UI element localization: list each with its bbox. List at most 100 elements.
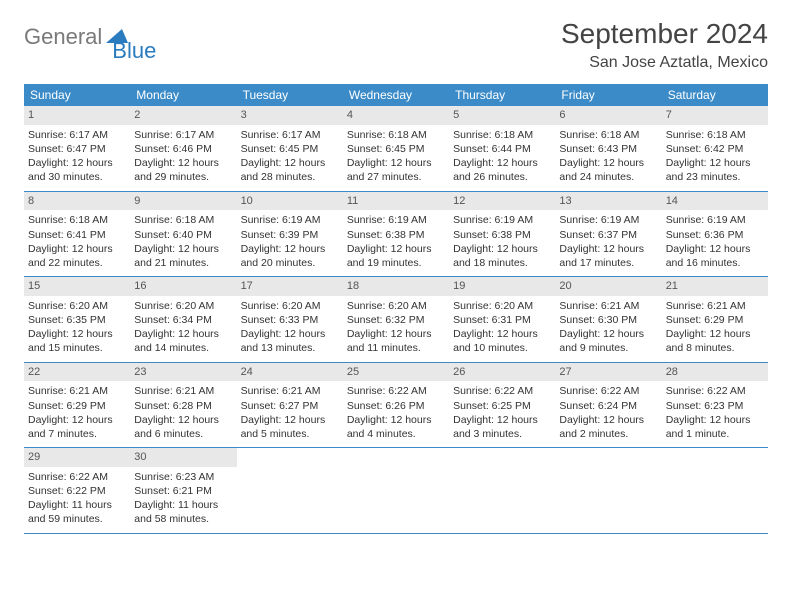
daylight-text: Daylight: 11 hours and 58 minutes. xyxy=(134,498,232,526)
day-cell: 27 Sunrise: 6:22 AMSunset: 6:24 PMDayligh… xyxy=(555,362,661,448)
daylight-text: Daylight: 12 hours and 19 minutes. xyxy=(347,242,445,270)
month-title: September 2024 xyxy=(561,18,768,50)
day-number: 17 xyxy=(237,277,343,296)
daylight-text: Daylight: 12 hours and 13 minutes. xyxy=(241,327,339,355)
sunset-text: Sunset: 6:47 PM xyxy=(28,142,126,156)
day-cell: 10Sunrise: 6:19 AMSunset: 6:39 PMDayligh… xyxy=(237,191,343,277)
sunset-text: Sunset: 6:41 PM xyxy=(28,228,126,242)
day-cell: 29Sunrise: 6:22 AMSunset: 6:22 PMDayligh… xyxy=(24,448,130,534)
week-row: 15 Sunrise: 6:20 AM Sunset: 6:35 PM Dayligh… xyxy=(24,277,768,363)
sunrise-text: Sunrise: 6:20 AM xyxy=(241,299,339,313)
sunset-text: Sunset: 6:29 PM xyxy=(28,399,126,413)
daylight-text: Daylight: 12 hours and 21 minutes. xyxy=(134,242,232,270)
day-number: 5 xyxy=(449,106,555,125)
day-cell: 14Sunrise: 6:19 AMSunset: 6:36 PMDayligh… xyxy=(662,191,768,277)
sunset-text: Sunset: 6:30 PM xyxy=(559,313,657,327)
header: General Blue September 2024 San Jose Azt… xyxy=(24,18,768,72)
day-number: 9 xyxy=(130,192,236,211)
week-row: 29Sunrise: 6:22 AMSunset: 6:22 PMDayligh… xyxy=(24,448,768,534)
sunrise-text: Sunrise: 6:22 AM xyxy=(559,384,657,398)
sunset-text: Sunset: 6:27 PM xyxy=(241,399,339,413)
week-row: 1Sunrise: 6:17 AMSunset: 6:47 PMDaylight… xyxy=(24,106,768,191)
daylight-text: Daylight: 12 hours and 3 minutes. xyxy=(453,413,551,441)
logo-text-general: General xyxy=(24,24,102,50)
day-number: 7 xyxy=(662,106,768,125)
day-number: 18 xyxy=(343,277,449,296)
day-cell: 4Sunrise: 6:18 AMSunset: 6:45 PMDaylight… xyxy=(343,106,449,191)
daylight-text: Daylight: 12 hours and 26 minutes. xyxy=(453,156,551,184)
daylight-text: Daylight: 12 hours and 11 minutes. xyxy=(347,327,445,355)
sunrise-text: Sunrise: 6:20 AM xyxy=(134,299,232,313)
daylight-text: Daylight: 12 hours and 10 minutes. xyxy=(453,327,551,355)
day-cell: 22Sunrise: 6:21 AMSunset: 6:29 PMDayligh… xyxy=(24,362,130,448)
daylight-text: Daylight: 11 hours and 59 minutes. xyxy=(28,498,126,526)
daylight-text: Daylight: 12 hours and 14 minutes. xyxy=(134,327,232,355)
day-number: 26 xyxy=(449,363,555,382)
daylight-text: Daylight: 12 hours and 22 minutes. xyxy=(28,242,126,270)
day-cell: 17Sunrise: 6:20 AMSunset: 6:33 PMDayligh… xyxy=(237,277,343,363)
sunrise-text: Sunrise: 6:22 AM xyxy=(453,384,551,398)
sunset-text: Sunset: 6:38 PM xyxy=(453,228,551,242)
day-cell: 18Sunrise: 6:20 AMSunset: 6:32 PMDayligh… xyxy=(343,277,449,363)
sunset-text: Sunset: 6:37 PM xyxy=(559,228,657,242)
weekday-header: Monday xyxy=(130,84,236,106)
day-number: 11 xyxy=(343,192,449,211)
sunrise-text: Sunrise: 6:18 AM xyxy=(559,128,657,142)
day-cell: 23Sunrise: 6:21 AMSunset: 6:28 PMDayligh… xyxy=(130,362,236,448)
empty-cell xyxy=(237,448,343,534)
sunset-text: Sunset: 6:43 PM xyxy=(559,142,657,156)
sunrise-text: Sunrise: 6:17 AM xyxy=(28,128,126,142)
sunrise-text: Sunrise: 6:21 AM xyxy=(666,299,764,313)
day-cell: 11Sunrise: 6:19 AMSunset: 6:38 PMDayligh… xyxy=(343,191,449,277)
day-number: 29 xyxy=(24,448,130,467)
daylight-text: Daylight: 12 hours and 17 minutes. xyxy=(559,242,657,270)
daylight-text: Daylight: 12 hours and 30 minutes. xyxy=(28,156,126,184)
sunset-text: Sunset: 6:44 PM xyxy=(453,142,551,156)
sunset-text: Sunset: 6:40 PM xyxy=(134,228,232,242)
sunset-text: Sunset: 6:35 PM xyxy=(28,313,126,327)
day-cell: 13 Sunrise: 6:19 AMSunset: 6:37 PMDayligh… xyxy=(555,191,661,277)
week-row: 22Sunrise: 6:21 AMSunset: 6:29 PMDayligh… xyxy=(24,362,768,448)
sunrise-text: Sunrise: 6:18 AM xyxy=(134,213,232,227)
sunset-text: Sunset: 6:45 PM xyxy=(347,142,445,156)
sunset-text: Sunset: 6:42 PM xyxy=(666,142,764,156)
weekday-header: Tuesday xyxy=(237,84,343,106)
sunrise-text: Sunrise: 6:20 AM xyxy=(453,299,551,313)
sunrise-text: Sunrise: 6:19 AM xyxy=(666,213,764,227)
day-number: 27 xyxy=(555,363,661,382)
day-cell: 6Sunrise: 6:18 AMSunset: 6:43 PMDaylight… xyxy=(555,106,661,191)
daylight-text: Daylight: 12 hours and 4 minutes. xyxy=(347,413,445,441)
sunset-text: Sunset: 6:45 PM xyxy=(241,142,339,156)
day-number: 1 xyxy=(24,106,130,125)
weekday-header: Wednesday xyxy=(343,84,449,106)
sunset-text: Sunset: 6:24 PM xyxy=(559,399,657,413)
sunset-text: Sunset: 6:34 PM xyxy=(134,313,232,327)
day-number: 13 xyxy=(555,192,661,211)
sunrise-text: Sunrise: 6:23 AM xyxy=(134,470,232,484)
day-number: 20 xyxy=(555,277,661,296)
logo-text-blue: Blue xyxy=(112,38,156,64)
day-cell: 9 Sunrise: 6:18 AMSunset: 6:40 PMDaylight… xyxy=(130,191,236,277)
daylight-text: Daylight: 12 hours and 29 minutes. xyxy=(134,156,232,184)
sunset-text: Sunset: 6:26 PM xyxy=(347,399,445,413)
day-cell: 3Sunrise: 6:17 AMSunset: 6:45 PMDaylight… xyxy=(237,106,343,191)
sunrise-text: Sunrise: 6:19 AM xyxy=(559,213,657,227)
day-number: 15 xyxy=(24,277,130,296)
day-number: 21 xyxy=(662,277,768,296)
day-cell: 7Sunrise: 6:18 AMSunset: 6:42 PMDaylight… xyxy=(662,106,768,191)
daylight-text: Daylight: 12 hours and 28 minutes. xyxy=(241,156,339,184)
sunrise-text: Sunrise: 6:19 AM xyxy=(241,213,339,227)
sunset-text: Sunset: 6:21 PM xyxy=(134,484,232,498)
day-number: 25 xyxy=(343,363,449,382)
sunrise-text: Sunrise: 6:21 AM xyxy=(559,299,657,313)
sunrise-text: Sunrise: 6:19 AM xyxy=(453,213,551,227)
daylight-text: Daylight: 12 hours and 20 minutes. xyxy=(241,242,339,270)
daylight-text: Daylight: 12 hours and 18 minutes. xyxy=(453,242,551,270)
day-number: 12 xyxy=(449,192,555,211)
sunset-text: Sunset: 6:39 PM xyxy=(241,228,339,242)
weekday-header-row: SundayMondayTuesdayWednesdayThursdayFrid… xyxy=(24,84,768,106)
sunset-text: Sunset: 6:32 PM xyxy=(347,313,445,327)
daylight-text: Daylight: 12 hours and 2 minutes. xyxy=(559,413,657,441)
daylight-text: Daylight: 12 hours and 6 minutes. xyxy=(134,413,232,441)
sunrise-text: Sunrise: 6:17 AM xyxy=(241,128,339,142)
